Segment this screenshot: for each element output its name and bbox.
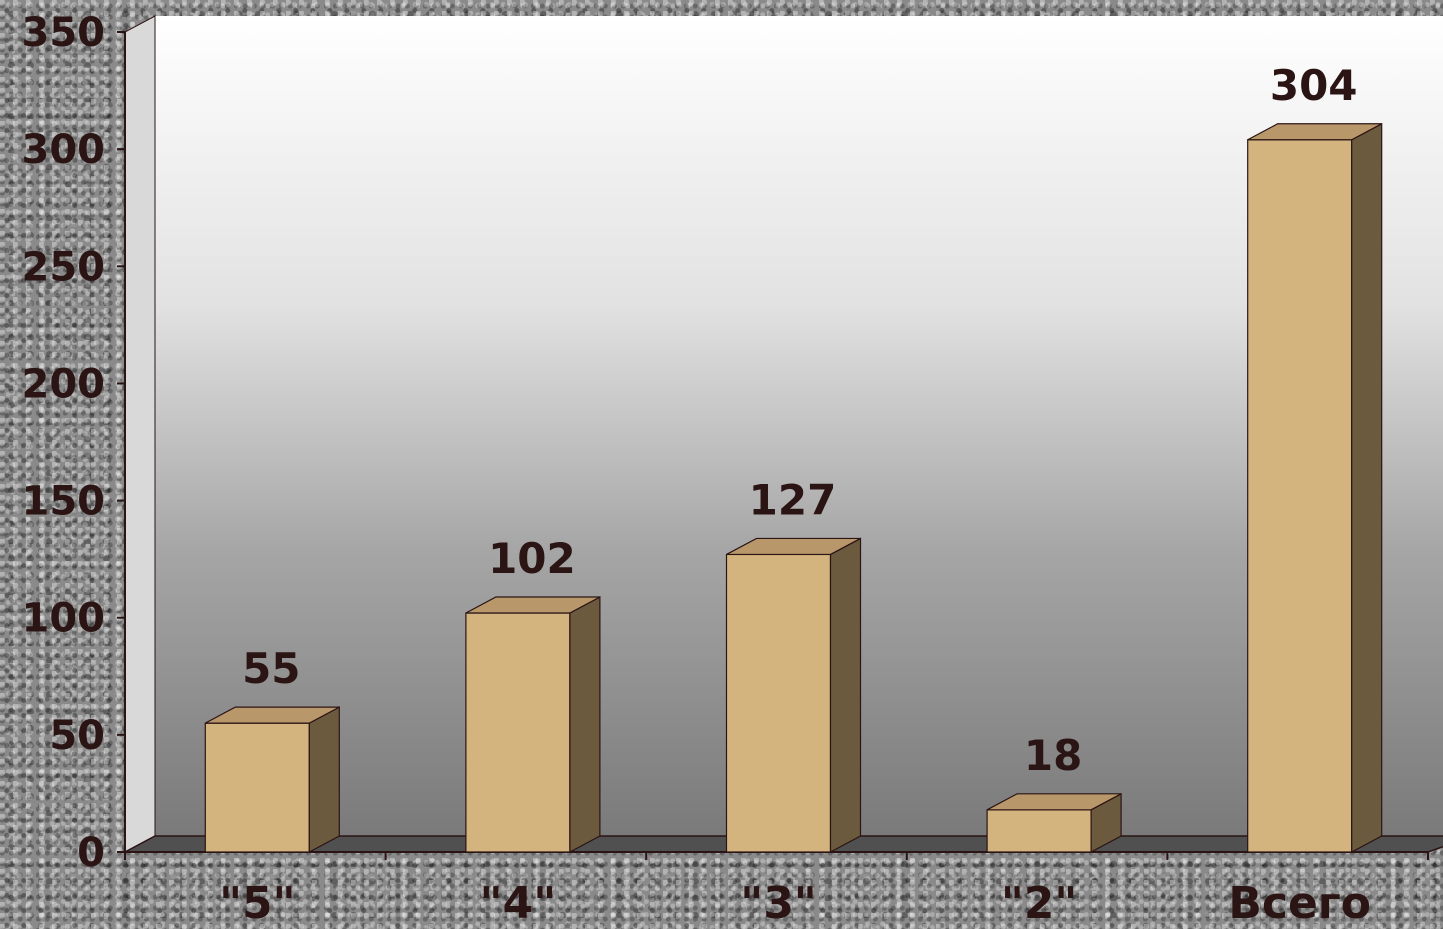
bar-top: [1247, 123, 1382, 141]
data-label: 127: [749, 475, 837, 524]
bar: [204, 706, 340, 853]
x-tick-label: "3": [740, 878, 816, 925]
bar-front: [725, 553, 832, 853]
bar-side: [829, 537, 862, 853]
bars-group: [204, 122, 1383, 853]
data-label: 304: [1270, 61, 1358, 110]
bar-top: [465, 596, 601, 614]
y-tick-label: 250: [22, 244, 106, 290]
data-label: 18: [1024, 731, 1082, 780]
labels-group: 55 "5" 102 "4" 127 "3" 18 "2" 304 Всего: [219, 61, 1371, 929]
bar-front: [986, 809, 1092, 853]
bar-front: [1247, 139, 1353, 853]
bar: [465, 596, 601, 853]
bar-top: [986, 793, 1122, 811]
bar: [986, 792, 1122, 853]
y-tick-label: 0: [77, 830, 105, 876]
bar: [1247, 122, 1383, 853]
side-wall: [124, 15, 156, 853]
y-axis: 0 50 100 150 200 250 300 350: [22, 10, 1429, 876]
bar-side: [1351, 122, 1383, 853]
y-tick-label: 350: [22, 10, 106, 56]
bar-side: [308, 706, 340, 853]
y-tick-label: 100: [22, 596, 106, 642]
data-label: 55: [242, 644, 300, 693]
x-tick-label: Всего: [1228, 878, 1371, 925]
bar: [725, 537, 862, 853]
y-tick-label: 300: [22, 127, 106, 173]
bar-front: [204, 722, 310, 853]
y-tick-label: 200: [22, 361, 106, 407]
data-label: 102: [488, 534, 576, 583]
x-tick-label: "4": [480, 878, 556, 925]
bar-top: [205, 706, 340, 724]
y-tick-label: 50: [49, 713, 105, 759]
bar-side: [569, 596, 601, 853]
x-tick-label: "5": [219, 878, 295, 925]
x-tick-label: "2": [1001, 878, 1077, 925]
bar-front: [465, 612, 571, 853]
y-tick-label: 150: [22, 479, 106, 525]
bar-top: [726, 537, 861, 556]
